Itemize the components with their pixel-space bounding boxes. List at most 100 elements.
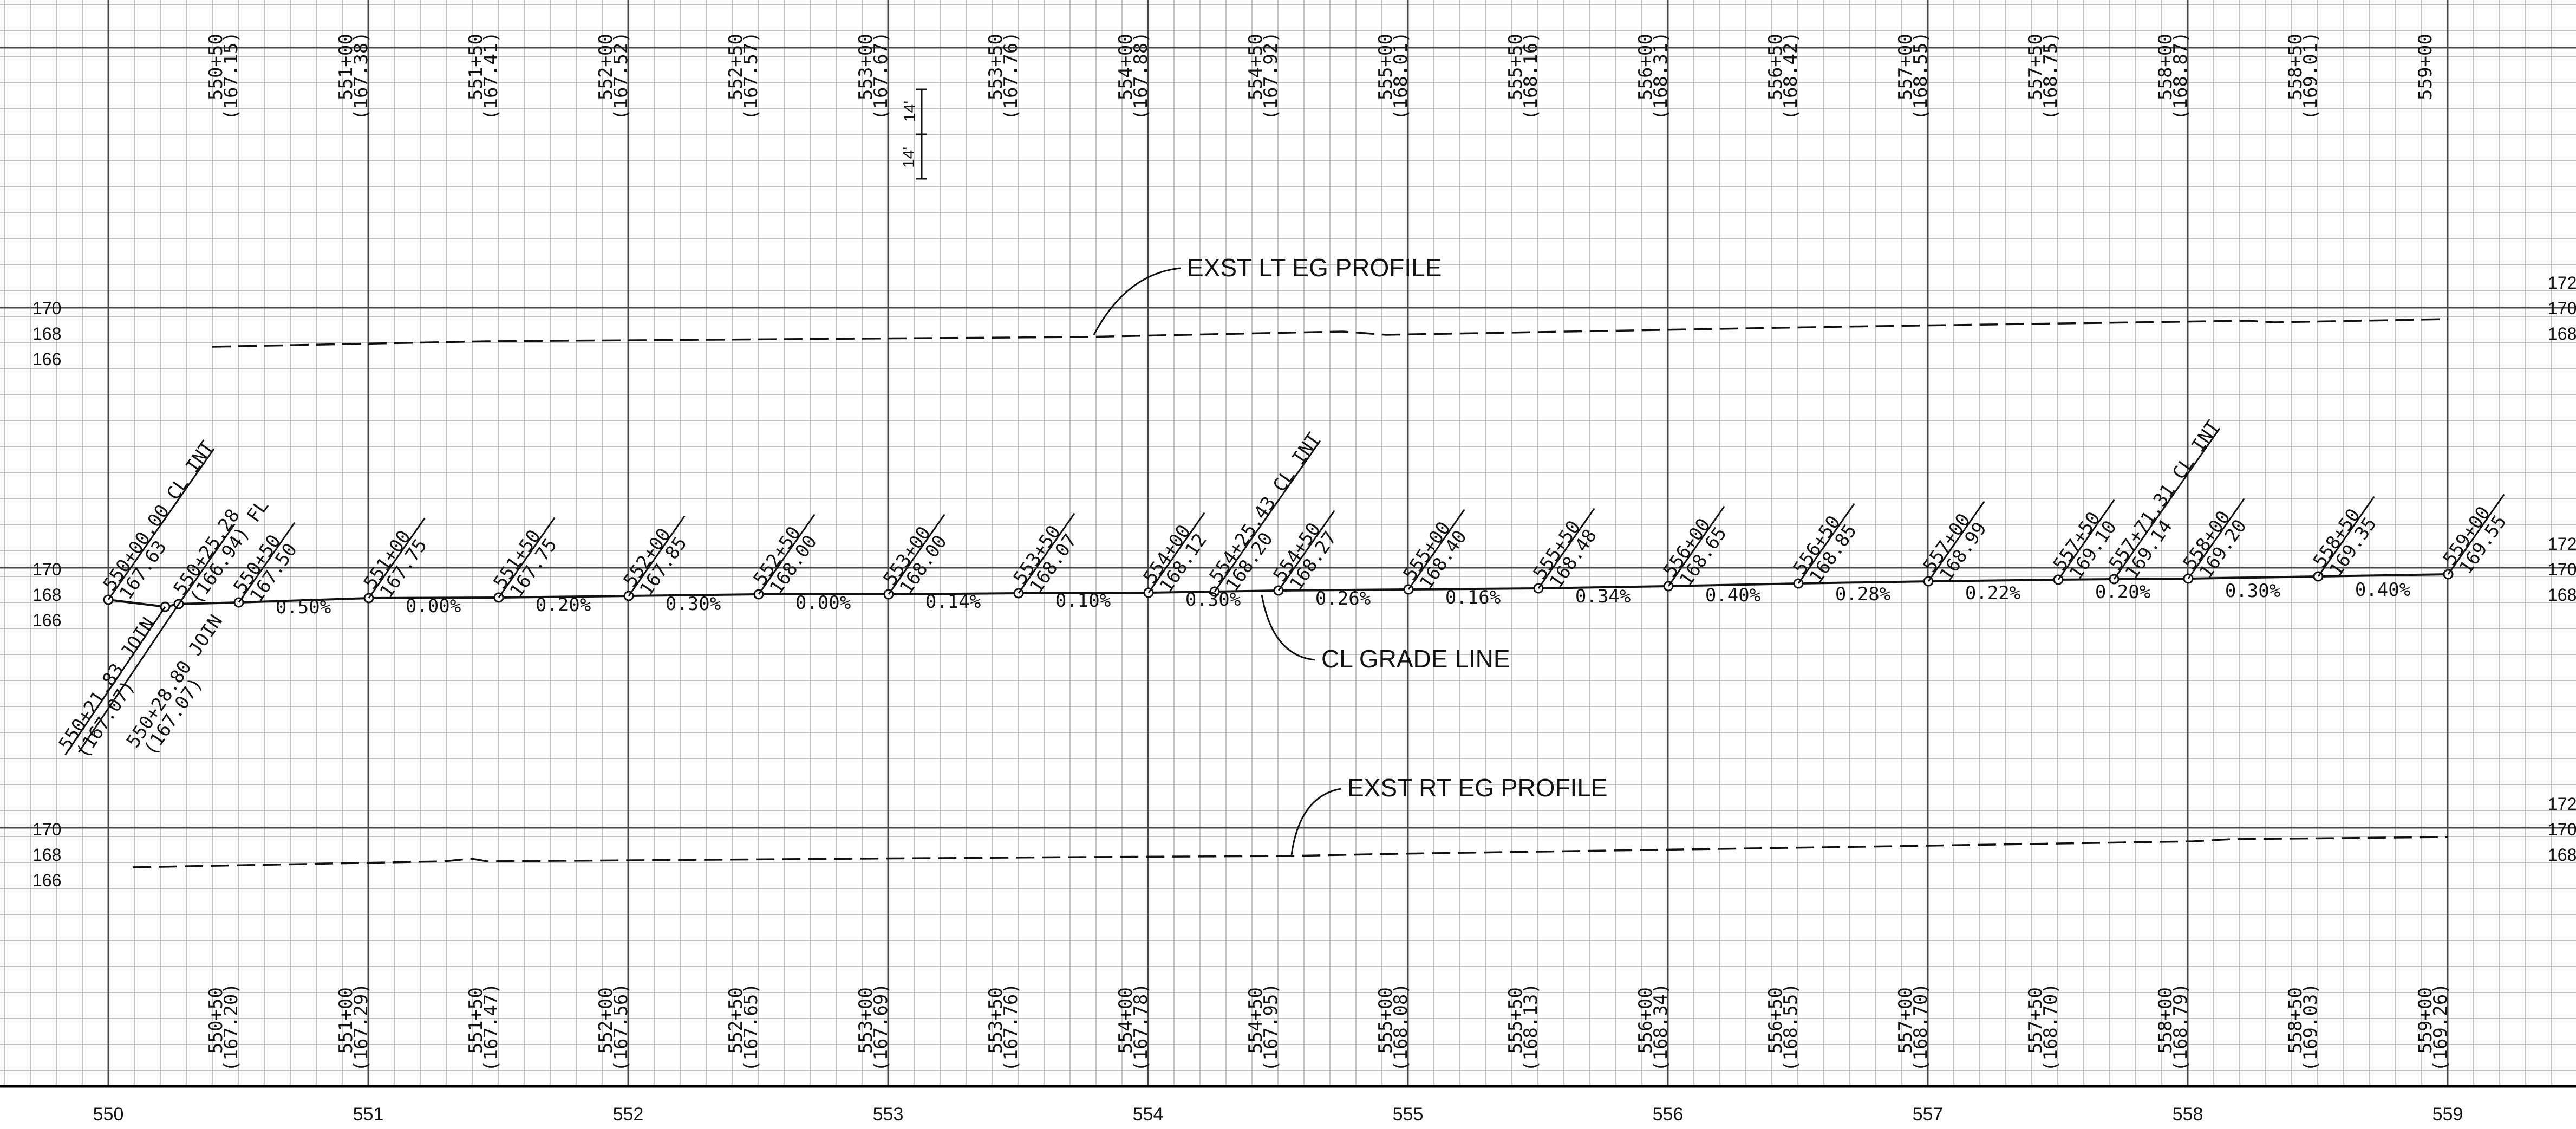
grade-percent-label: 0.30%	[2225, 580, 2280, 602]
bottom-station-label: 556+50	[1765, 987, 1786, 1054]
bottom-elevation-label: (168.70)	[2040, 983, 2062, 1072]
rt-profile-leader	[1290, 788, 1341, 855]
grade-label-leader	[758, 514, 816, 595]
top-elevation-label: (167.67)	[870, 31, 892, 120]
lt-profile-leader	[1093, 267, 1181, 335]
grade-percent-label: 0.22%	[1965, 582, 2020, 604]
bottom-station-label: 550+50	[205, 987, 227, 1054]
axis-station-label: 550	[93, 1104, 124, 1125]
band-label-right: 172	[2548, 534, 2576, 554]
grade-label-leader	[238, 522, 296, 603]
grade-percent-label: 0.00%	[406, 595, 461, 617]
bottom-elevation-label: (168.70)	[1910, 983, 1932, 1072]
grade-label-leader	[2057, 499, 2115, 580]
top-elevation-label: (168.75)	[2040, 31, 2062, 120]
scale-mark-label: 14'	[900, 147, 918, 168]
top-elevation-label: (167.41)	[480, 31, 502, 120]
profile-lines	[64, 88, 2505, 868]
axis-station-label: 551	[353, 1104, 384, 1125]
grade-label-leader	[2447, 494, 2505, 575]
grade-label-leader	[368, 517, 426, 599]
band-label-right: 170	[2548, 299, 2576, 318]
top-elevation-label: (168.31)	[1650, 31, 1672, 120]
grade-label-leader	[2113, 427, 2221, 580]
grade-label-leader	[1147, 512, 1205, 593]
grade-label-leader	[1214, 440, 1321, 592]
bottom-elevation-label: (168.08)	[1390, 983, 1412, 1072]
grade-percent-label: 0.40%	[2355, 579, 2410, 601]
bottom-elevation-label: (169.03)	[2300, 983, 2321, 1072]
band-label-right: 168	[2548, 845, 2576, 865]
grade-label-leader	[1927, 501, 1985, 582]
bottom-elevation-label: (167.65)	[740, 983, 762, 1072]
grade-label-leader	[2317, 496, 2375, 577]
top-station-label: 553+00	[855, 34, 877, 100]
top-station-label: 551+00	[335, 34, 357, 100]
top-station-label: 552+50	[725, 34, 747, 100]
top-elevation-label: (168.42)	[1780, 31, 1802, 120]
grade-percent-label: 0.30%	[1185, 589, 1241, 611]
grade-label-leader	[1277, 510, 1335, 591]
top-elevation-label: (168.01)	[1390, 31, 1412, 120]
grade-percent-label: 0.20%	[536, 594, 591, 616]
top-elevation-label: (167.38)	[350, 31, 372, 120]
axis-station-label: 559	[2432, 1104, 2463, 1125]
bottom-elevation-label: (168.34)	[1650, 983, 1672, 1072]
rt-profile-callout: EXST RT EG PROFILE	[1347, 774, 1608, 802]
bottom-elevation-label: (167.29)	[350, 983, 372, 1072]
top-elevation-label: (167.15)	[220, 31, 242, 120]
axis-station-label: 558	[2173, 1104, 2203, 1125]
grade-label-leader	[107, 448, 215, 600]
band-label-right: 168	[2548, 585, 2576, 605]
scale-mark-label: 14'	[901, 101, 919, 122]
join-leader	[64, 606, 166, 756]
grade-percent-label: 0.20%	[2095, 581, 2150, 603]
band-label-right: 170	[2548, 820, 2576, 839]
top-elevation-label: (167.92)	[1260, 31, 1282, 120]
top-station-label: 554+50	[1245, 34, 1267, 100]
top-elevation-label: (168.16)	[1520, 31, 1542, 120]
grade-percent-label: 0.50%	[276, 596, 331, 618]
bottom-station-label: 555+50	[1505, 987, 1527, 1054]
bottom-elevation-label: (167.95)	[1260, 983, 1282, 1072]
lt-eg-profile	[212, 318, 2448, 348]
grid-lines	[0, 0, 2576, 1088]
axis-station-label: 554	[1133, 1104, 1164, 1125]
top-station-label: 556+50	[1765, 34, 1786, 100]
top-elevation-label: (167.76)	[1000, 31, 1022, 120]
grade-label-leader	[178, 523, 236, 605]
bottom-station-label: 558+50	[2285, 987, 2306, 1054]
band-label-left: 170	[32, 820, 61, 839]
grade-percent-label: 0.00%	[795, 592, 851, 614]
top-station-label: 556+00	[1635, 34, 1657, 100]
grade-line-callout: CL GRADE LINE	[1321, 645, 1510, 673]
bottom-elevation-label: (168.13)	[1520, 983, 1542, 1072]
axis-station-label: 553	[873, 1104, 904, 1125]
grade-percent-label: 0.14%	[925, 591, 981, 613]
top-station-label: 552+00	[595, 34, 617, 100]
band-label-left: 166	[32, 611, 61, 630]
grade-label-leader	[1537, 508, 1595, 589]
grade-percent-label: 0.10%	[1055, 590, 1111, 612]
top-station-label: 554+00	[1115, 34, 1137, 100]
band-label-right: 172	[2548, 273, 2576, 293]
grade-percent-label: 0.26%	[1315, 588, 1371, 609]
axis-station-label: 555	[1393, 1104, 1424, 1125]
band-label-left: 168	[32, 845, 61, 865]
join-leader	[78, 604, 180, 753]
bottom-station-label: 559+00	[2415, 987, 2436, 1054]
bottom-elevation-label: (168.79)	[2170, 983, 2192, 1072]
top-station-label: 553+50	[985, 34, 1007, 100]
bottom-elevation-label: (167.47)	[480, 983, 502, 1072]
bottom-station-label: 552+50	[725, 987, 747, 1054]
band-label-right: 172	[2548, 794, 2576, 814]
grade-line-leader	[1261, 594, 1315, 661]
top-station-label: 558+00	[2155, 34, 2176, 100]
bottom-station-label: 553+50	[985, 987, 1007, 1054]
grade-percent-label: 0.28%	[1835, 583, 1890, 605]
band-label-left: 166	[32, 349, 61, 369]
bottom-elevation-label: (167.78)	[1130, 983, 1152, 1072]
top-elevation-label: (167.88)	[1130, 31, 1152, 120]
